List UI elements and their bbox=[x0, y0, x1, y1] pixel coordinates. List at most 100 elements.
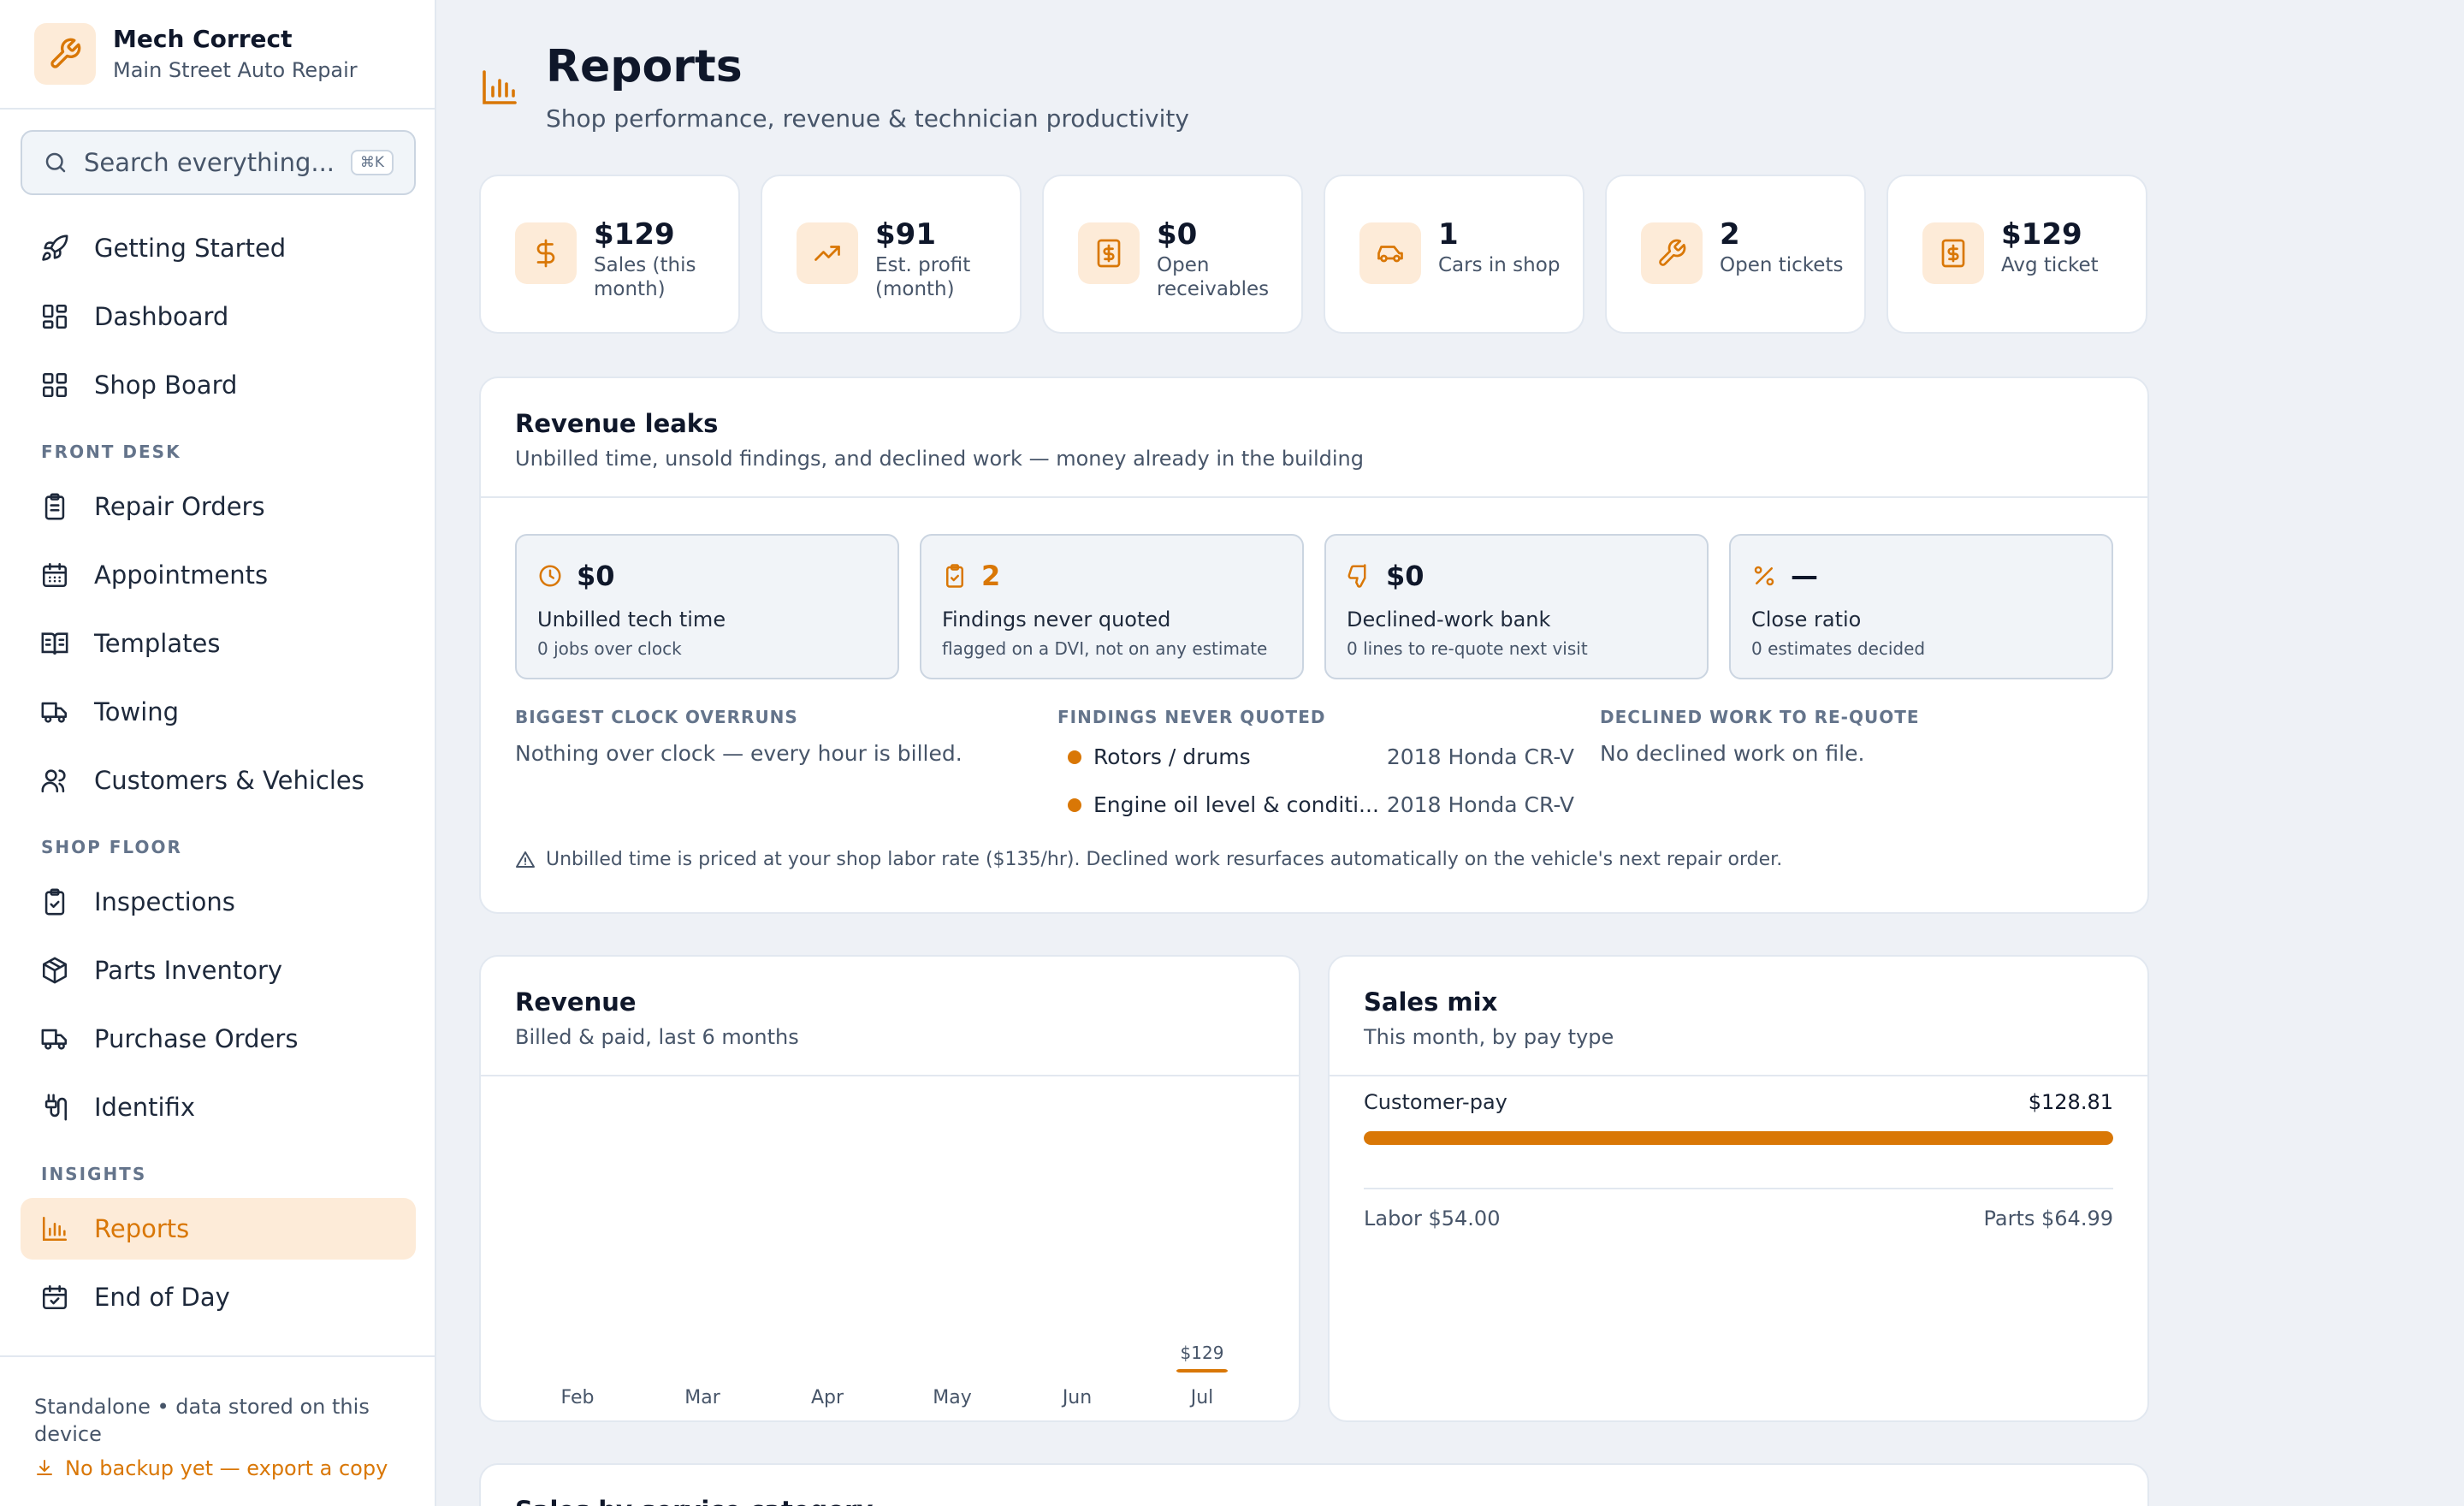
kpi-card-sales: $129 Sales (this month) bbox=[479, 175, 740, 334]
search-shortcut: ⌘K bbox=[350, 150, 394, 175]
pay-type-label: Customer-pay bbox=[1364, 1090, 1507, 1114]
warning-icon bbox=[515, 850, 536, 870]
finding-vehicle: 2018 Honda CR-V bbox=[1386, 744, 1574, 769]
truck-icon bbox=[39, 697, 70, 727]
sidebar-item-appointments[interactable]: Appointments bbox=[21, 544, 416, 606]
parts-total: Parts $64.99 bbox=[1983, 1207, 2114, 1230]
grid-icon bbox=[39, 301, 70, 332]
sidebar-item-label: Identifix bbox=[94, 1093, 196, 1122]
sidebar-item-getting-started[interactable]: Getting Started bbox=[21, 217, 416, 279]
card-header: Revenue Billed & paid, last 6 months bbox=[481, 957, 1299, 1076]
search-input[interactable]: Search everything... ⌘K bbox=[21, 130, 416, 195]
kpi-value: $0 bbox=[1157, 217, 1198, 252]
finding-name: Engine oil level & conditi... bbox=[1093, 792, 1379, 817]
finding-name: Rotors / drums bbox=[1093, 744, 1251, 769]
percent-icon bbox=[1751, 563, 1777, 589]
labor-parts-row: Labor $54.00 Parts $64.99 bbox=[1364, 1207, 2113, 1230]
sidebar-item-label: Customers & Vehicles bbox=[94, 766, 364, 795]
receipt-icon bbox=[1078, 222, 1140, 284]
sidebar-item-end-of-day[interactable]: End of Day bbox=[21, 1266, 416, 1328]
pay-type-bar bbox=[1364, 1131, 2113, 1145]
sidebar-item-label: Templates bbox=[94, 629, 221, 658]
sidebar-item-dashboard[interactable]: Dashboard bbox=[21, 286, 416, 347]
sidebar-item-templates[interactable]: Templates bbox=[21, 613, 416, 674]
sidebar-item-inspections[interactable]: Inspections bbox=[21, 871, 416, 933]
sidebar-item-label: End of Day bbox=[94, 1283, 230, 1312]
card-title: Revenue leaks bbox=[515, 409, 719, 438]
x-tick-label: Jul bbox=[1189, 1387, 1214, 1408]
leak-tile-findings[interactable]: 2 Findings never quoted flagged on a DVI… bbox=[920, 534, 1304, 679]
page-title: Reports bbox=[546, 41, 743, 92]
kpi-value: 2 bbox=[1720, 217, 1740, 252]
export-backup-label: No backup yet — export a copy bbox=[65, 1456, 388, 1480]
overruns-heading: BIGGEST CLOCK OVERRUNS bbox=[515, 707, 798, 727]
clipboard-check-icon bbox=[39, 886, 70, 917]
pay-type-value: $128.81 bbox=[2028, 1090, 2113, 1114]
kpi-label: Avg ticket bbox=[2001, 254, 2099, 276]
leak-detail: 0 jobs over clock bbox=[537, 638, 682, 659]
card-subtitle: Billed & paid, last 6 months bbox=[515, 1025, 799, 1049]
sidebar-item-label: Parts Inventory bbox=[94, 956, 283, 985]
sidebar-item-parts-inventory[interactable]: Parts Inventory bbox=[21, 940, 416, 1001]
leak-tile-close-ratio[interactable]: — Close ratio 0 estimates decided bbox=[1729, 534, 2113, 679]
users-icon bbox=[39, 765, 70, 796]
labor-total: Labor $54.00 bbox=[1364, 1207, 1501, 1230]
export-backup-link[interactable]: No backup yet — export a copy bbox=[34, 1456, 402, 1480]
kpi-card-receivables: $0 Open receivables bbox=[1042, 175, 1303, 334]
truck-icon bbox=[39, 1023, 70, 1054]
sidebar-item-reports[interactable]: Reports bbox=[21, 1198, 416, 1260]
brand: Mech Correct Main Street Auto Repair bbox=[0, 0, 435, 110]
leak-detail: 0 lines to re-quote next visit bbox=[1347, 638, 1588, 659]
list-item[interactable]: Rotors / drums 2018 Honda CR-V bbox=[1068, 744, 1574, 769]
receipt-icon bbox=[1922, 222, 1984, 284]
finding-dot bbox=[1068, 750, 1081, 764]
card-subtitle: This month, by pay type bbox=[1364, 1025, 1614, 1049]
clipboard-icon bbox=[39, 491, 70, 522]
card-title: Sales mix bbox=[1364, 987, 1498, 1017]
sidebar-item-label: Dashboard bbox=[94, 302, 229, 331]
box-icon bbox=[39, 955, 70, 986]
sidebar-item-customers-vehicles[interactable]: Customers & Vehicles bbox=[21, 750, 416, 811]
sidebar-item-identifix[interactable]: Identifix bbox=[21, 1076, 416, 1138]
sidebar-item-label: Shop Board bbox=[94, 371, 238, 400]
card-header: Revenue leaks Unbilled time, unsold find… bbox=[481, 378, 2147, 498]
leak-label: Unbilled tech time bbox=[537, 608, 726, 631]
kpi-value: 1 bbox=[1438, 217, 1459, 252]
kpi-label: Open receivables bbox=[1157, 254, 1270, 300]
kpi-value: $129 bbox=[2001, 217, 2082, 252]
sidebar-item-purchase-orders[interactable]: Purchase Orders bbox=[21, 1008, 416, 1070]
sales-mix-card: Sales mix This month, by pay type Custom… bbox=[1328, 955, 2149, 1422]
card-header: Sales mix This month, by pay type bbox=[1330, 957, 2147, 1076]
storage-note: Standalone • data stored on this device bbox=[34, 1395, 370, 1446]
sidebar-item-label: Inspections bbox=[94, 887, 235, 916]
sidebar-item-shop-board[interactable]: Shop Board bbox=[21, 354, 416, 416]
x-tick-label: Feb bbox=[561, 1387, 595, 1408]
search-icon bbox=[43, 150, 68, 175]
card-subtitle: Unbilled time, unsold findings, and decl… bbox=[515, 447, 1364, 471]
sidebar-item-label: Appointments bbox=[94, 560, 269, 590]
leak-tiles: $0 Unbilled tech time 0 jobs over clock … bbox=[515, 534, 2113, 679]
leak-value: 2 bbox=[981, 560, 1001, 592]
declined-heading: DECLINED WORK TO RE-QUOTE bbox=[1600, 707, 1920, 727]
leak-tile-unbilled-time[interactable]: $0 Unbilled tech time 0 jobs over clock bbox=[515, 534, 899, 679]
bar-chart-icon bbox=[39, 1213, 70, 1244]
sales-by-category-card: Sales by service category bbox=[479, 1463, 2149, 1506]
leak-label: Findings never quoted bbox=[942, 608, 1171, 631]
calendar-icon bbox=[39, 560, 70, 590]
leak-tile-declined-bank[interactable]: $0 Declined-work bank 0 lines to re-quot… bbox=[1324, 534, 1709, 679]
sidebar-item-repair-orders[interactable]: Repair Orders bbox=[21, 476, 416, 537]
revenue-card: Revenue Billed & paid, last 6 months Feb… bbox=[479, 955, 1300, 1422]
list-item[interactable]: Engine oil level & conditi... 2018 Honda… bbox=[1068, 792, 1574, 817]
finding-vehicle: 2018 Honda CR-V bbox=[1386, 792, 1574, 817]
sidebar: Mech Correct Main Street Auto Repair Sea… bbox=[0, 0, 436, 1506]
nav-section-front-desk: FRONT DESK bbox=[41, 442, 181, 462]
leak-detail: 0 estimates decided bbox=[1751, 638, 1926, 659]
x-tick-label: Mar bbox=[684, 1387, 720, 1408]
sidebar-item-towing[interactable]: Towing bbox=[21, 681, 416, 743]
sidebar-footer: Standalone • data stored on this device … bbox=[0, 1355, 436, 1506]
card-title: Sales by service category bbox=[515, 1494, 2113, 1506]
sidebar-item-label: Reports bbox=[94, 1214, 190, 1243]
x-tick-label: May bbox=[933, 1387, 971, 1408]
leak-detail: flagged on a DVI, not on any estimate bbox=[942, 638, 1268, 659]
nav-section-insights: INSIGHTS bbox=[41, 1164, 147, 1184]
